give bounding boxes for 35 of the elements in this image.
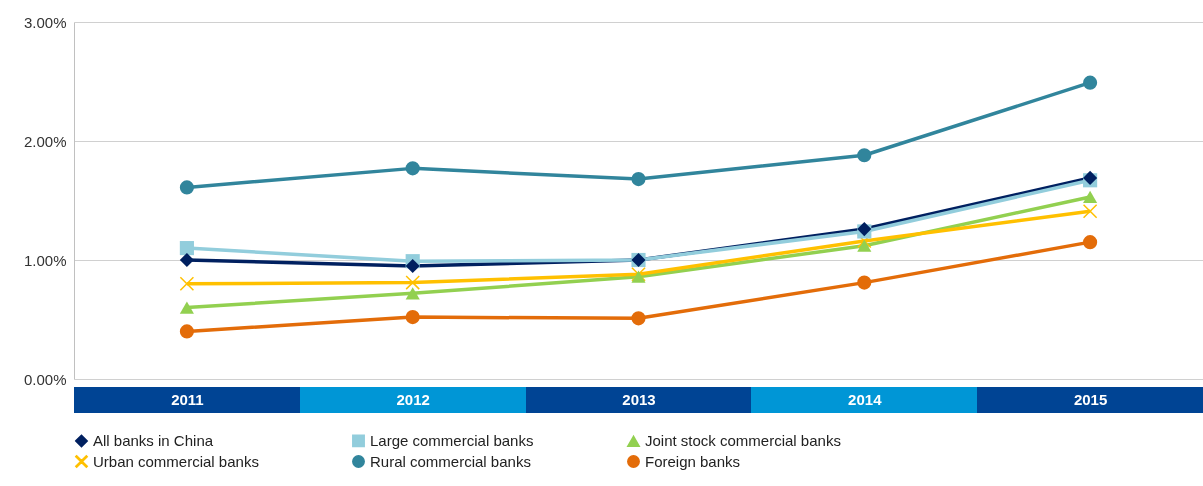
point bbox=[405, 161, 420, 176]
point bbox=[631, 172, 646, 187]
point bbox=[179, 276, 194, 291]
legend-label: Foreign banks bbox=[645, 452, 741, 470]
point bbox=[179, 324, 194, 339]
y-tick-label: 2.00% bbox=[23, 132, 67, 150]
x-tick-label: 2012 bbox=[396, 390, 430, 408]
legend-label: Rural commercial banks bbox=[370, 452, 531, 470]
point bbox=[1083, 204, 1098, 219]
point bbox=[631, 311, 646, 326]
point bbox=[405, 310, 420, 325]
point bbox=[405, 258, 420, 274]
point bbox=[405, 287, 420, 300]
point bbox=[857, 275, 872, 290]
x-tick-label: 2013 bbox=[622, 390, 656, 408]
point bbox=[405, 275, 420, 290]
legend-label: Urban commercial banks bbox=[93, 452, 259, 470]
point bbox=[179, 180, 194, 195]
legend-label: Joint stock commercial banks bbox=[645, 432, 841, 450]
point bbox=[179, 241, 194, 256]
point bbox=[857, 148, 872, 163]
point bbox=[1083, 190, 1098, 204]
point bbox=[1083, 75, 1098, 90]
point bbox=[1083, 235, 1098, 250]
y-tick-label: 3.00% bbox=[23, 13, 67, 31]
point bbox=[179, 252, 194, 268]
x-tick-label: 2014 bbox=[848, 390, 883, 408]
y-tick-label: 0.00% bbox=[23, 370, 67, 388]
y-tick-label: 1.00% bbox=[23, 251, 67, 269]
legend-label: All banks in China bbox=[93, 431, 214, 449]
x-tick-label: 2011 bbox=[171, 390, 204, 408]
legend-label: Large commercial banks bbox=[370, 431, 534, 449]
point bbox=[179, 301, 194, 314]
x-tick-label: 2015 bbox=[1073, 390, 1108, 408]
point bbox=[857, 239, 872, 252]
